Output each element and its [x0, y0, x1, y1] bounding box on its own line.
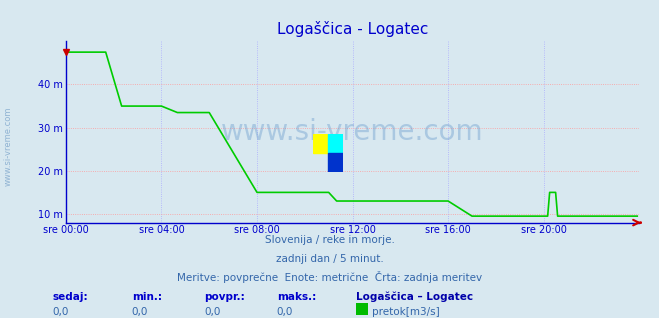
Text: Meritve: povprečne  Enote: metrične  Črta: zadnja meritev: Meritve: povprečne Enote: metrične Črta:…: [177, 272, 482, 283]
Text: www.si-vreme.com: www.si-vreme.com: [221, 118, 484, 146]
Text: 0,0: 0,0: [53, 307, 69, 317]
Text: 0,0: 0,0: [132, 307, 148, 317]
Text: maks.:: maks.:: [277, 292, 316, 301]
Bar: [328, 134, 343, 153]
Text: 0,0: 0,0: [204, 307, 221, 317]
Text: sedaj:: sedaj:: [53, 292, 88, 301]
Text: zadnji dan / 5 minut.: zadnji dan / 5 minut.: [275, 254, 384, 264]
Text: Logaščica – Logatec: Logaščica – Logatec: [356, 291, 473, 301]
Text: povpr.:: povpr.:: [204, 292, 245, 301]
Text: Slovenija / reke in morje.: Slovenija / reke in morje.: [264, 235, 395, 245]
Bar: [328, 153, 343, 172]
Text: pretok[m3/s]: pretok[m3/s]: [372, 307, 440, 317]
Text: min.:: min.:: [132, 292, 162, 301]
Text: www.si-vreme.com: www.si-vreme.com: [3, 107, 13, 186]
Bar: [313, 134, 328, 153]
Text: 0,0: 0,0: [277, 307, 293, 317]
Title: Logaščica - Logatec: Logaščica - Logatec: [277, 21, 428, 38]
